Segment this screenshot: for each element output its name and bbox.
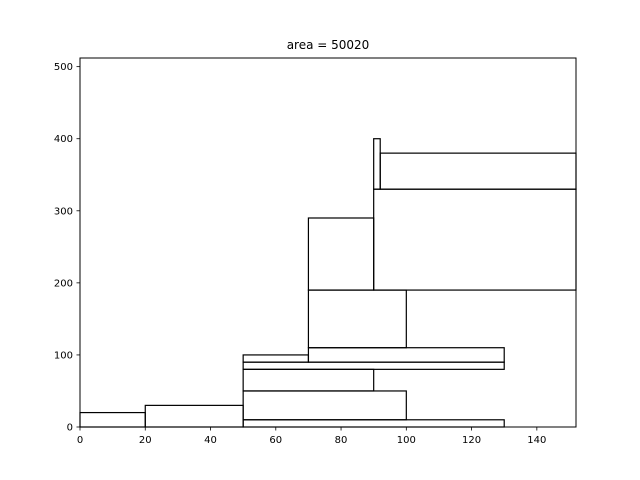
y-tick-label: 400	[54, 134, 73, 145]
y-tick-label: 100	[54, 350, 73, 361]
x-tick-label: 120	[462, 435, 481, 446]
y-tick-label: 0	[67, 423, 73, 434]
rectangle-1	[79, 411, 146, 428]
x-tick-label: 0	[77, 435, 83, 446]
y-tick-label: 300	[54, 206, 73, 217]
rectangle-12	[373, 138, 381, 190]
x-tick-label: 140	[527, 435, 546, 446]
y-tick-label: 500	[54, 62, 73, 73]
rectangle-10	[307, 217, 375, 291]
x-tick-label: 100	[397, 435, 416, 446]
rectangle-8	[307, 347, 505, 363]
axes-frame	[79, 57, 577, 428]
y-tick-label: 200	[54, 278, 73, 289]
rectangle-6	[242, 361, 505, 370]
x-tick-label: 60	[269, 435, 282, 446]
rectangle-4	[242, 390, 407, 421]
axis-ticks: 0 20 40 60 80 100 120 140 0 100 200 300 400 500	[54, 62, 546, 446]
x-tick-label: 20	[139, 435, 152, 446]
rectangles-layer	[79, 138, 577, 428]
rectangle-13	[379, 152, 577, 190]
chart-title: area = 50020	[287, 38, 370, 52]
rectangle-9	[307, 289, 407, 349]
rectangle-11	[373, 188, 577, 291]
rectangle-2	[144, 404, 244, 428]
rectangle-5	[242, 368, 375, 392]
rectangle-7	[242, 354, 310, 363]
rectangle-3	[242, 419, 505, 428]
x-tick-label: 40	[204, 435, 217, 446]
x-tick-label: 80	[335, 435, 348, 446]
